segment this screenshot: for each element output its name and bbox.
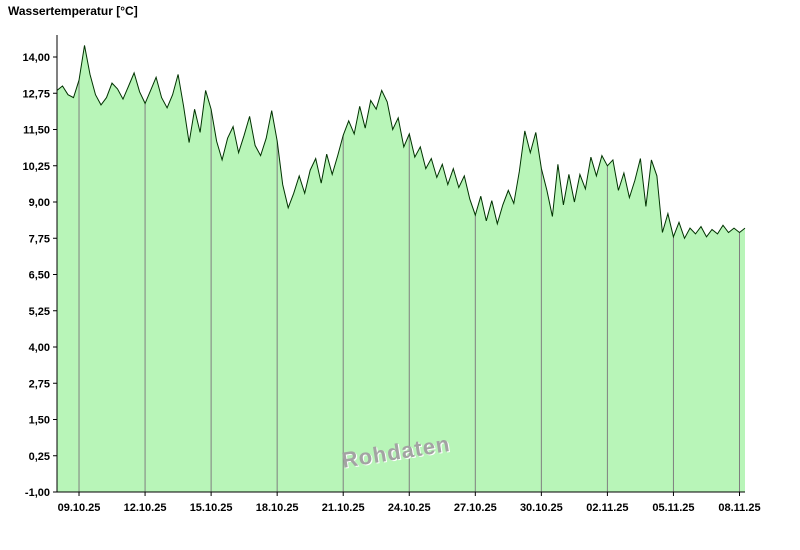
y-tick-label: 12,75 [22, 88, 50, 100]
y-tick-label: 10,25 [22, 161, 50, 173]
y-tick-label: 1,50 [29, 415, 50, 427]
y-tick-label: -1,00 [25, 487, 50, 499]
x-tick-label: 12.10.25 [124, 502, 167, 514]
x-tick-label: 24.10.25 [388, 502, 431, 514]
y-tick-label: 2,75 [29, 378, 50, 390]
y-tick-label: 5,25 [29, 306, 50, 318]
y-tick-label: 6,50 [29, 270, 50, 282]
x-tick-label: 27.10.25 [454, 502, 497, 514]
y-tick-label: 9,00 [29, 197, 50, 209]
temperature-area [57, 45, 745, 493]
y-tick-label: 11,50 [23, 125, 50, 137]
y-tick-label: 14,00 [22, 52, 50, 64]
y-tick-label: 4,00 [29, 342, 50, 354]
y-tick-label: 0,25 [29, 451, 50, 463]
x-tick-label: 02.11.25 [586, 502, 628, 514]
temperature-line [56, 45, 746, 240]
x-tick-label: 15.10.25 [190, 502, 233, 514]
x-tick-label: 21.10.25 [322, 502, 365, 514]
x-tick-label: 05.11.25 [652, 502, 694, 514]
x-tick-label: 30.10.25 [520, 502, 563, 514]
x-tick-label: 18.10.25 [256, 502, 299, 514]
y-tick-label: 7,75 [29, 233, 50, 245]
x-tick-label: 09.10.25 [58, 502, 101, 514]
chart-title: Wassertemperatur [°C] [8, 4, 138, 18]
x-tick-label: 08.11.25 [718, 502, 760, 514]
